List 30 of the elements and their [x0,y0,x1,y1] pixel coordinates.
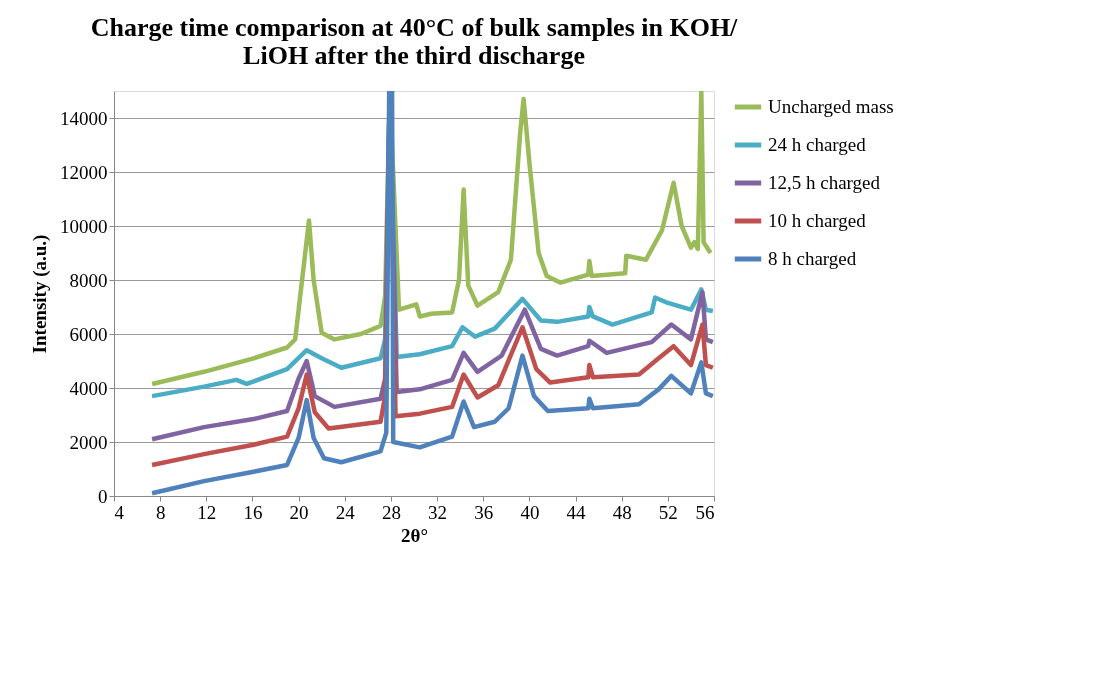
legend-label: 12,5 h charged [768,172,881,193]
x-tick-label: 48 [612,501,632,523]
legend-label: 10 h charged [768,210,867,231]
x-tick-label: 24 [335,501,356,523]
y-tick-label: 10000 [60,215,108,237]
y-tick-label: 12000 [60,161,108,183]
y-tick-label: 4000 [69,377,108,399]
y-tick-label: 2000 [69,431,108,453]
x-tick-label: 32 [428,501,448,523]
y-tick-label: 0 [98,485,108,507]
y-axis-title: Intensity (a.u.) [29,234,51,354]
x-axis-title: 2θ° [400,524,429,546]
x-tick-label: 44 [566,501,587,523]
legend-label: 8 h charged [768,248,857,269]
y-tick-label: 8000 [69,269,108,291]
y-tick-label: 6000 [69,323,108,345]
x-tick-label: 8 [155,501,166,523]
x-tick-label: 36 [474,501,494,523]
x-tick-label: 52 [658,501,678,523]
x-tick-label: 16 [243,501,263,523]
x-tick-label: 56 [695,501,715,523]
legend-label: 24 h charged [768,134,867,155]
x-tick-label: 40 [520,501,540,523]
x-tick-label: 28 [381,501,401,523]
chart-title: Charge time comparison at 40°C of bulk samples in KOH/LiOH after the third discharge [90,13,739,70]
x-tick-label: 4 [114,501,125,523]
x-tick-label: 20 [289,501,309,523]
legend-label: Uncharged mass [768,96,894,117]
x-tick-label: 12 [197,501,217,523]
y-tick-label: 14000 [60,107,108,129]
